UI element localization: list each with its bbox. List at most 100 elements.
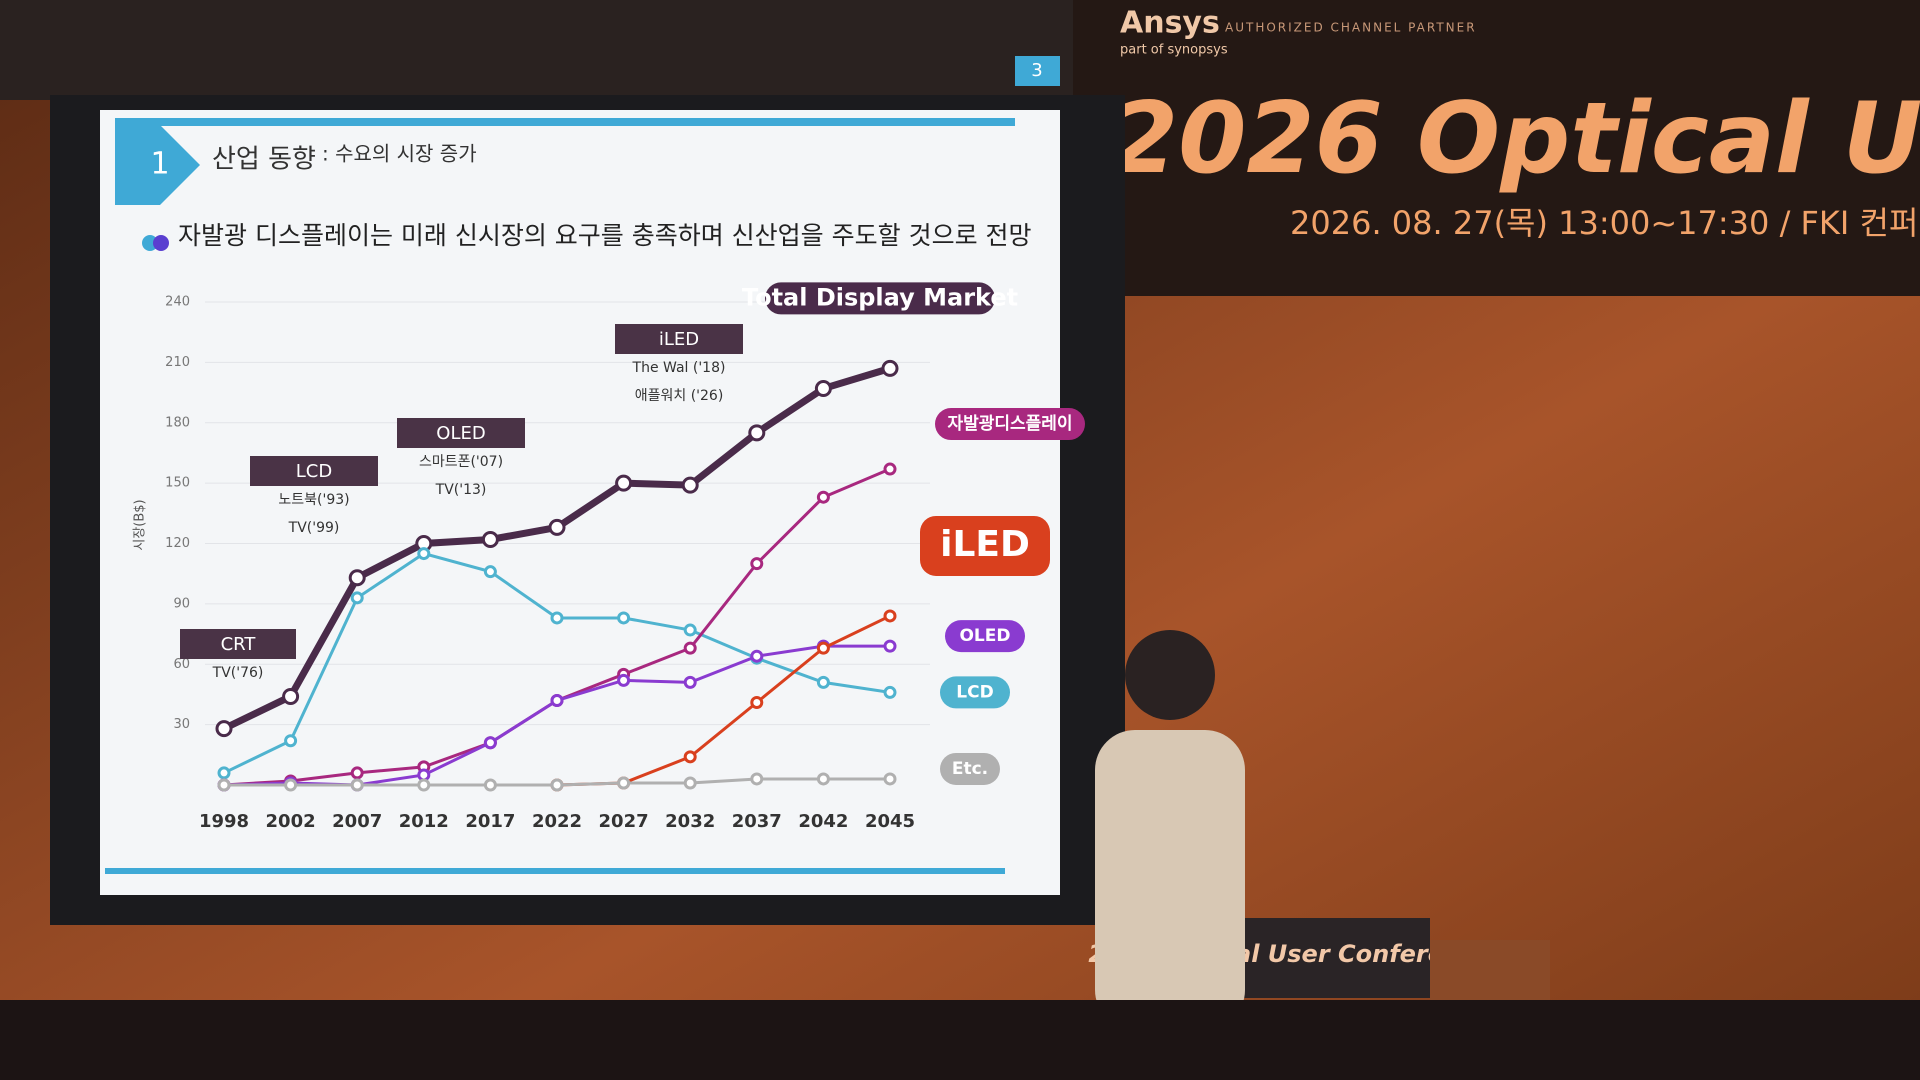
data-point: [748, 424, 766, 442]
x-tick-label: 2017: [465, 811, 515, 832]
annotation-item: 스마트폰('07): [419, 454, 503, 470]
data-point: [217, 766, 231, 780]
data-point: [816, 772, 830, 786]
data-point: [417, 547, 431, 561]
y-tick-label: 120: [165, 536, 190, 551]
brand-sub: part of synopsys: [1120, 43, 1228, 58]
annotation-item: TV('13): [435, 482, 487, 498]
annotation-label: OLED: [436, 423, 485, 444]
annotation-box: [250, 456, 378, 486]
audience: [0, 1000, 1920, 1080]
annotation-label: iLED: [659, 329, 699, 350]
slide-bottom-rule: [105, 868, 1005, 874]
bullet: [142, 235, 158, 251]
data-point: [350, 766, 364, 780]
y-tick-label: 90: [173, 596, 190, 611]
annotation-box: [180, 629, 296, 659]
series-label-box: [935, 408, 1085, 441]
data-point: [750, 772, 764, 786]
series-label: 자발광디스플레이: [947, 414, 1072, 434]
data-point: [883, 685, 897, 699]
x-tick-label: 2037: [732, 811, 782, 832]
annotation-item: The Wal ('18): [632, 360, 726, 376]
x-tick-label: 2022: [532, 811, 582, 832]
data-point: [683, 623, 697, 637]
data-point: [883, 772, 897, 786]
banner-date: 2026. 08. 27(목) 13:00~17:30 / FKI 컨퍼런스: [1290, 204, 1920, 242]
y-tick-label: 60: [173, 657, 190, 672]
x-tick-label: 2002: [266, 811, 316, 832]
chart: 30 60 90 120 150 180 210 240 시장(B$) 1998 2002 2007 2…: [133, 282, 1085, 832]
page-box: [1015, 56, 1060, 86]
data-point: [417, 768, 431, 782]
x-tick-label: 2007: [332, 811, 382, 832]
bullet: [153, 235, 169, 251]
heading: 산업 동향: [212, 145, 316, 175]
y-axis-label: 시장(B$): [133, 499, 148, 550]
data-point: [550, 611, 564, 625]
annotation-box: [615, 324, 743, 354]
data-point: [550, 693, 564, 707]
speaker: [1095, 730, 1245, 1030]
slide: [100, 110, 1060, 895]
data-point: [350, 778, 364, 792]
data-point: [483, 565, 497, 579]
data-point: [683, 776, 697, 790]
data-point: [816, 641, 830, 655]
slide-top-rule: [115, 118, 1015, 126]
data-point: [284, 778, 298, 792]
data-point: [483, 736, 497, 750]
series-label-box: [765, 282, 995, 315]
partner: AUTHORIZED CHANNEL PARTNER: [1225, 21, 1477, 35]
y-tick-label: 210: [165, 355, 190, 370]
data-point: [816, 490, 830, 504]
banner: [1073, 0, 1920, 296]
brand: Ansys: [1120, 6, 1220, 41]
annotation-item: 노트북('93): [278, 492, 349, 508]
series-label: Total Display Market: [742, 283, 1018, 311]
data-point: [816, 675, 830, 689]
annotation-item: TV('99): [288, 520, 340, 536]
y-tick-label: 180: [165, 415, 190, 430]
series-label: LCD: [956, 682, 993, 702]
data-point: [215, 720, 233, 738]
series-label: iLED: [940, 524, 1030, 565]
data-point: [284, 734, 298, 748]
page-number: 3: [1031, 60, 1042, 81]
data-point: [282, 687, 300, 705]
annotation-label: CRT: [221, 634, 257, 655]
annotation-item: 애플워치 ('26): [635, 388, 724, 404]
x-tick-label: 2045: [865, 811, 915, 832]
data-point: [883, 639, 897, 653]
data-point: [750, 649, 764, 663]
data-point: [683, 675, 697, 689]
data-point: [617, 673, 631, 687]
data-point: [883, 462, 897, 476]
data-point: [814, 380, 832, 398]
data-point: [683, 750, 697, 764]
data-point: [881, 359, 899, 377]
series-label-box: [940, 676, 1010, 709]
data-point: [417, 778, 431, 792]
section-number: 1: [150, 147, 169, 182]
data-point: [481, 530, 499, 548]
podium: [1430, 940, 1550, 1000]
data-point: [348, 569, 366, 587]
series-label: Etc.: [952, 759, 988, 779]
x-tick-label: 2042: [798, 811, 848, 832]
x-tick-label: 2012: [399, 811, 449, 832]
data-point: [483, 778, 497, 792]
data-point: [750, 695, 764, 709]
ceiling: [0, 0, 1100, 100]
series-label-box: [940, 752, 1000, 785]
y-tick-label: 240: [165, 295, 190, 310]
series-label-box: [920, 515, 1050, 576]
data-point: [548, 518, 566, 536]
data-point: [617, 776, 631, 790]
speaker-head: [1125, 630, 1215, 720]
annotation-box: [397, 418, 525, 448]
annotation-item: TV('76): [212, 665, 264, 681]
annotation-label: LCD: [296, 461, 332, 482]
